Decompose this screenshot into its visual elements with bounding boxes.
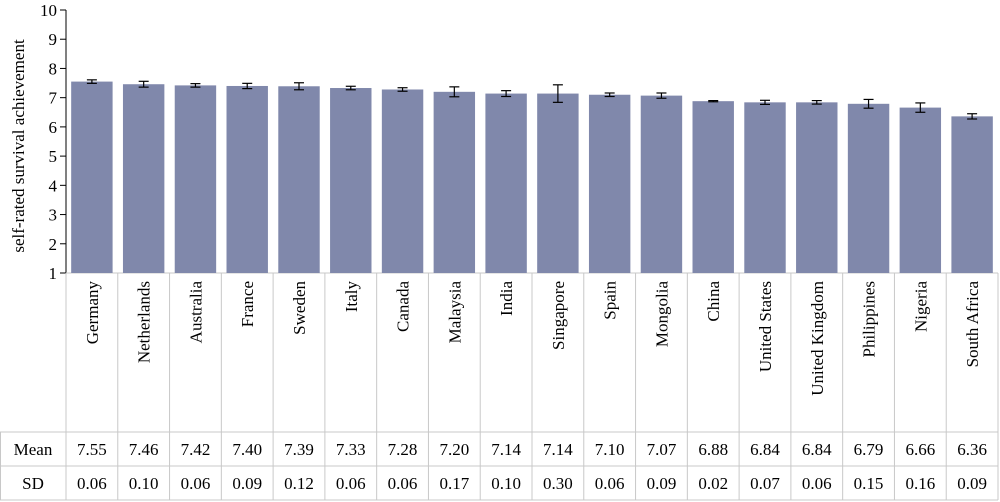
y-tick-label: 5: [49, 147, 58, 166]
table-cell: 7.20: [439, 440, 469, 459]
table-cell: 0.09: [957, 474, 987, 493]
y-axis: 1 2 3 4 5 6 7 8 9 10: [40, 1, 67, 283]
table-cell: 7.28: [388, 440, 418, 459]
y-tick-label: 3: [49, 206, 58, 225]
table-cell: 0.07: [750, 474, 780, 493]
category-label: Nigeria: [911, 281, 930, 332]
category-label: Germany: [83, 281, 102, 345]
y-tick-label: 8: [49, 59, 58, 78]
category-label: South Africa: [963, 281, 982, 368]
table-cell: 7.46: [129, 440, 159, 459]
category-label: Australia: [186, 281, 205, 344]
bar: [588, 94, 631, 273]
category-label: Philippines: [860, 281, 879, 358]
y-tick-label: 7: [49, 89, 58, 108]
bar: [899, 107, 942, 273]
table-cell: 0.02: [698, 474, 728, 493]
bar: [796, 102, 838, 273]
category-label: China: [704, 281, 723, 322]
table-cell: 0.06: [181, 474, 211, 493]
table-cell: 6.66: [905, 440, 935, 459]
table-cell: 0.10: [491, 474, 521, 493]
y-tick-label: 2: [49, 235, 58, 254]
bar: [278, 86, 320, 274]
table-cell: 0.06: [595, 474, 625, 493]
table-cell: 7.40: [232, 440, 262, 459]
bar: [71, 81, 113, 273]
category-label: Singapore: [549, 281, 568, 350]
bar: [951, 116, 993, 273]
table-cell: 0.06: [336, 474, 366, 493]
bar: [692, 101, 734, 273]
table-cell: 0.10: [129, 474, 159, 493]
table-cell: 6.88: [698, 440, 728, 459]
table-row-label: SD: [22, 474, 44, 493]
table-cell: 6.84: [802, 440, 832, 459]
table-cell: 0.17: [439, 474, 469, 493]
table-cell: 7.14: [543, 440, 573, 459]
error-bars: [86, 79, 978, 120]
bar: [744, 102, 786, 273]
table-cell: 7.10: [595, 440, 625, 459]
bar: [640, 95, 683, 273]
category-label: Spain: [601, 281, 620, 320]
table-cell: 0.16: [905, 474, 935, 493]
table-cell: 0.12: [284, 474, 314, 493]
bar: [485, 93, 527, 273]
table-cell: 0.06: [802, 474, 832, 493]
category-label: Sweden: [290, 281, 309, 335]
table-cell: 7.14: [491, 440, 521, 459]
bar: [122, 84, 165, 273]
category-labels: Germany Netherlands Australia France Sweden I…: [83, 281, 982, 396]
category-label: Italy: [342, 281, 361, 313]
category-label: United States: [756, 281, 775, 372]
category-label: United Kingdom: [808, 281, 827, 396]
table-cell: 0.09: [647, 474, 677, 493]
y-tick-label: 9: [49, 30, 58, 49]
y-tick-label: 1: [49, 264, 58, 283]
category-label: Malaysia: [445, 281, 464, 344]
table-cell: 0.15: [854, 474, 884, 493]
y-tick-label: 4: [49, 176, 58, 195]
category-label: Netherlands: [135, 281, 154, 363]
table-cell: 7.55: [77, 440, 107, 459]
category-label: Mongolia: [652, 281, 671, 348]
bar: [381, 89, 424, 274]
bar: [226, 85, 268, 273]
bar: [174, 85, 217, 273]
y-tick-label: 6: [49, 118, 58, 137]
bar: [433, 91, 476, 273]
bar: [847, 103, 890, 273]
table-cell: 6.84: [750, 440, 780, 459]
y-axis-label: self-rated survival achievement: [9, 39, 28, 253]
category-label: India: [497, 281, 516, 316]
bars: [71, 81, 993, 274]
table-cell: 6.36: [957, 440, 987, 459]
table-cell: 7.33: [336, 440, 366, 459]
table-cell: 7.07: [647, 440, 677, 459]
category-label: Canada: [394, 281, 413, 332]
bar: [330, 88, 372, 273]
table-cell: 0.06: [77, 474, 107, 493]
table-cell: 0.30: [543, 474, 573, 493]
y-tick-label: 10: [40, 1, 57, 20]
table-cell: 7.39: [284, 440, 314, 459]
table-cell: 0.09: [232, 474, 262, 493]
bar: [537, 93, 579, 273]
table-grid: [0, 272, 999, 501]
category-label: France: [238, 281, 257, 327]
table-row-label: Mean: [14, 440, 53, 459]
table-cell: 0.06: [388, 474, 418, 493]
table-cell: 7.42: [181, 440, 211, 459]
data-table: Mean 7.55 7.46 7.42 7.40 7.39 7.33 7.28 7.20 7.14…: [14, 440, 987, 493]
table-cell: 6.79: [854, 440, 884, 459]
